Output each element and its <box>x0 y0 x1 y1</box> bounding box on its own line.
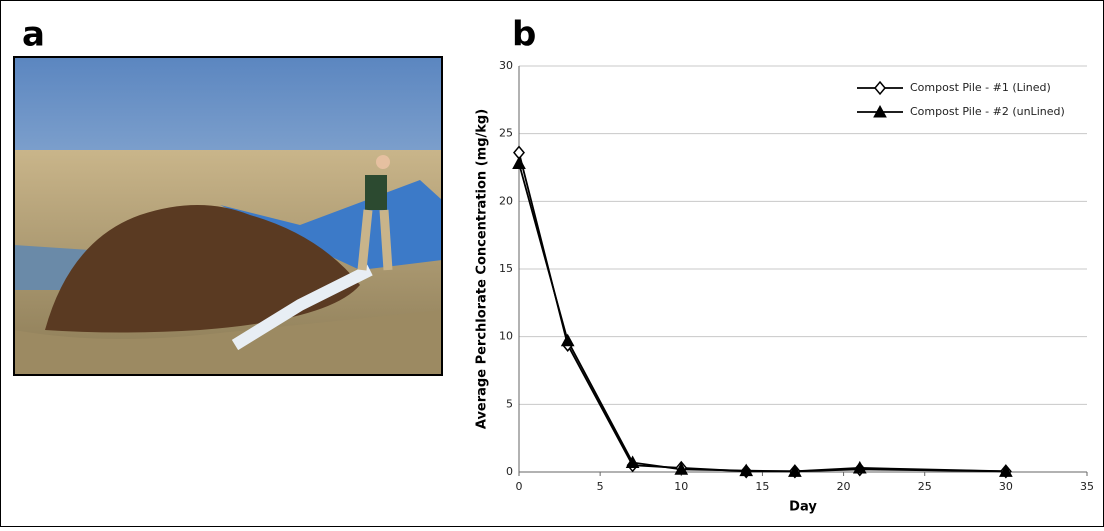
y-tick-label: 25 <box>499 127 513 140</box>
y-tick-label: 30 <box>499 59 513 72</box>
x-tick-label: 0 <box>516 480 523 493</box>
x-tick-label: 5 <box>597 480 604 493</box>
x-tick-label: 20 <box>837 480 851 493</box>
x-tick-label: 15 <box>755 480 769 493</box>
x-tick-label: 10 <box>674 480 688 493</box>
panel-label: b <box>512 15 536 55</box>
y-tick-label: 5 <box>506 397 513 410</box>
y-axis-title: Average Perchlorate Concentration (mg/kg… <box>475 109 490 429</box>
figure: a b Average Perchlorate Concentration (m… <box>0 0 1104 527</box>
y-tick-label: 0 <box>506 465 513 478</box>
y-tick-label: 10 <box>499 330 513 343</box>
y-tick-label: 20 <box>499 194 513 207</box>
x-tick-label: 35 <box>1080 480 1094 493</box>
y-tick-label: 15 <box>499 262 513 275</box>
x-axis-title: Day <box>789 500 817 515</box>
photo <box>14 57 442 375</box>
x-tick-label: 25 <box>918 480 932 493</box>
panel-label: a <box>22 15 45 55</box>
legend-label: Compost Pile - #2 (unLined) <box>910 105 1065 118</box>
legend-label: Compost Pile - #1 (Lined) <box>910 81 1051 94</box>
x-tick-label: 30 <box>999 480 1013 493</box>
